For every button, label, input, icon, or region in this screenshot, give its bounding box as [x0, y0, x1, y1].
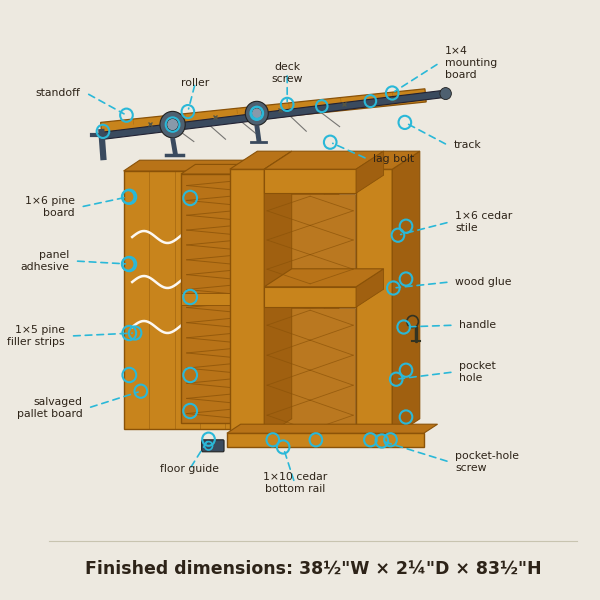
Polygon shape	[265, 194, 355, 286]
FancyBboxPatch shape	[202, 440, 224, 452]
Text: 1×5 pine
filler strips: 1×5 pine filler strips	[7, 325, 65, 347]
Polygon shape	[356, 269, 383, 307]
Polygon shape	[181, 293, 325, 305]
Polygon shape	[181, 164, 339, 174]
Text: panel
adhesive: panel adhesive	[20, 250, 69, 272]
Text: deck
screw: deck screw	[271, 62, 303, 84]
Text: Finished dimensions: 38½"W × 2¼"D × 83½"H: Finished dimensions: 38½"W × 2¼"D × 83½"…	[85, 560, 541, 578]
Text: pocket
hole: pocket hole	[460, 361, 496, 383]
Polygon shape	[264, 269, 383, 287]
Polygon shape	[227, 433, 424, 447]
Text: lag bolt: lag bolt	[373, 154, 415, 164]
Polygon shape	[230, 151, 292, 169]
Text: 1×10 cedar
bottom rail: 1×10 cedar bottom rail	[263, 472, 327, 494]
Polygon shape	[356, 169, 392, 437]
Polygon shape	[325, 164, 339, 423]
Text: wood glue: wood glue	[455, 277, 512, 287]
Polygon shape	[124, 160, 272, 171]
Polygon shape	[264, 151, 292, 437]
Text: 1×4
mounting
board: 1×4 mounting board	[445, 46, 497, 80]
Polygon shape	[356, 151, 383, 193]
Polygon shape	[264, 287, 356, 307]
Polygon shape	[181, 174, 325, 423]
Polygon shape	[101, 89, 426, 136]
Text: floor guide: floor guide	[160, 464, 219, 474]
Polygon shape	[256, 160, 272, 429]
Circle shape	[245, 101, 268, 125]
Polygon shape	[264, 151, 383, 169]
Text: roller: roller	[181, 78, 209, 88]
Circle shape	[160, 112, 185, 138]
Text: salvaged
pallet board: salvaged pallet board	[17, 397, 82, 419]
Text: pocket-hole
screw: pocket-hole screw	[455, 451, 520, 473]
Text: 1×6 pine
board: 1×6 pine board	[25, 196, 75, 218]
Circle shape	[251, 108, 262, 119]
Circle shape	[440, 88, 451, 100]
Circle shape	[167, 119, 178, 131]
Polygon shape	[230, 169, 264, 437]
Polygon shape	[264, 169, 356, 193]
Polygon shape	[265, 308, 355, 432]
Polygon shape	[101, 90, 449, 140]
Text: track: track	[454, 140, 481, 150]
Polygon shape	[356, 151, 420, 169]
Polygon shape	[227, 424, 437, 433]
Polygon shape	[124, 171, 256, 429]
Text: standoff: standoff	[35, 88, 80, 98]
Text: handle: handle	[460, 320, 496, 330]
Text: 1×6 cedar
stile: 1×6 cedar stile	[455, 211, 512, 233]
Polygon shape	[392, 151, 420, 437]
